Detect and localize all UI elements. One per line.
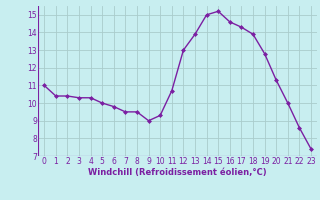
X-axis label: Windchill (Refroidissement éolien,°C): Windchill (Refroidissement éolien,°C) xyxy=(88,168,267,177)
